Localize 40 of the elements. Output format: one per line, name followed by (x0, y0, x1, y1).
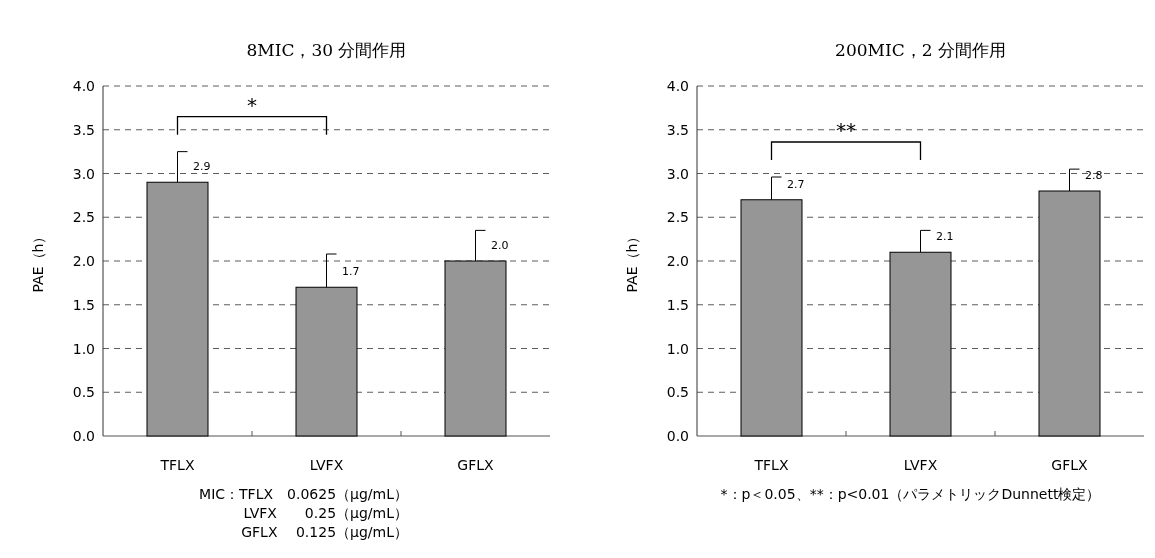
x-tick-label: LVFX (903, 457, 938, 473)
y-tick-label: 4.0 (72, 78, 95, 94)
y-tick-label: 0.5 (666, 384, 689, 401)
text: GFLX 0.125（μg/mL） (241, 524, 408, 540)
data-label: 2.7 (787, 177, 805, 191)
y-tick-label: 3.0 (666, 165, 689, 182)
data-label: 2.9 (193, 160, 211, 174)
y-tick-label: 3.5 (72, 121, 95, 138)
y-axis-title: PAE（h） (624, 229, 640, 293)
y-axis-title: PAE（h） (30, 229, 46, 293)
chart-title: 8MIC，30 分間作用 (246, 40, 407, 60)
y-tick-label: 2.5 (666, 209, 689, 226)
x-tick-label: GFLX (457, 457, 495, 473)
y-tick-label: 0.0 (72, 428, 95, 444)
y-tick-label: 1.5 (666, 296, 689, 313)
text: *：p＜0.05、**：p<0.01（パラメトリックDunnett検定） (720, 486, 1101, 502)
x-tick-label: LVFX (309, 457, 344, 473)
y-tick-label: 3.5 (666, 121, 689, 138)
annotation: ** (836, 118, 856, 142)
y-tick-label: 2.5 (72, 209, 95, 226)
y-tick-label: 2.0 (666, 253, 689, 269)
text: MIC：TFLX 0.0625（μg/mL） (199, 486, 408, 502)
x-tick-label: GFLX (1051, 457, 1089, 473)
y-tick-label: 2.0 (72, 253, 95, 269)
data-label: 2.8 (1085, 169, 1103, 182)
y-tick-label: 3.0 (72, 165, 95, 182)
y-tick-label: 4.0 (666, 78, 689, 94)
y-tick-label: 0.0 (666, 428, 689, 444)
y-tick-label: 1.5 (72, 296, 95, 313)
x-tick-label: TFLX (159, 457, 195, 473)
data-label: 2.0 (491, 239, 509, 252)
x-tick-label: TFLX (753, 457, 789, 473)
text: LVFX 0.25（μg/mL） (243, 505, 408, 521)
chart-title: 200MIC，2 分間作用 (835, 40, 1006, 60)
y-tick-label: 0.5 (72, 384, 95, 401)
y-tick-label: 1.0 (72, 340, 95, 357)
annotation: * (247, 92, 257, 117)
data-label: 2.1 (936, 230, 954, 244)
y-tick-label: 1.0 (666, 340, 689, 357)
data-label: 1.7 (342, 265, 360, 279)
